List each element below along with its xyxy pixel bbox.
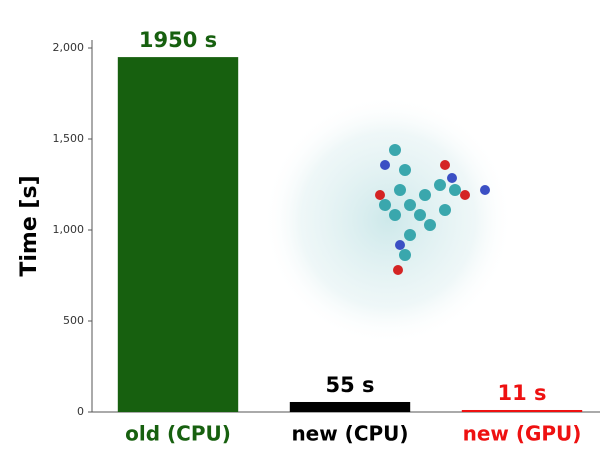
bar (118, 57, 238, 412)
y-tick-label: 1,000 (53, 223, 85, 236)
y-axis-label: Time [s] (17, 175, 42, 276)
value-label: 1950 s (139, 28, 217, 52)
x-tick-label: old (CPU) (125, 422, 231, 446)
bar (290, 402, 410, 412)
x-tick-label: new (GPU) (463, 422, 582, 446)
value-label: 55 s (325, 373, 374, 397)
y-tick-label: 1,500 (53, 132, 85, 145)
molecule-image (263, 95, 513, 345)
y-tick-label: 0 (77, 405, 84, 418)
chart: Time [s] 0 500 1,000 1,500 2,000 old (CPU) 195… (0, 0, 601, 450)
x-tick-label: new (CPU) (291, 422, 408, 446)
bar (462, 410, 582, 412)
value-label: 11 s (497, 381, 546, 405)
y-tick-label: 2,000 (53, 41, 85, 54)
y-tick-label: 500 (63, 314, 84, 327)
